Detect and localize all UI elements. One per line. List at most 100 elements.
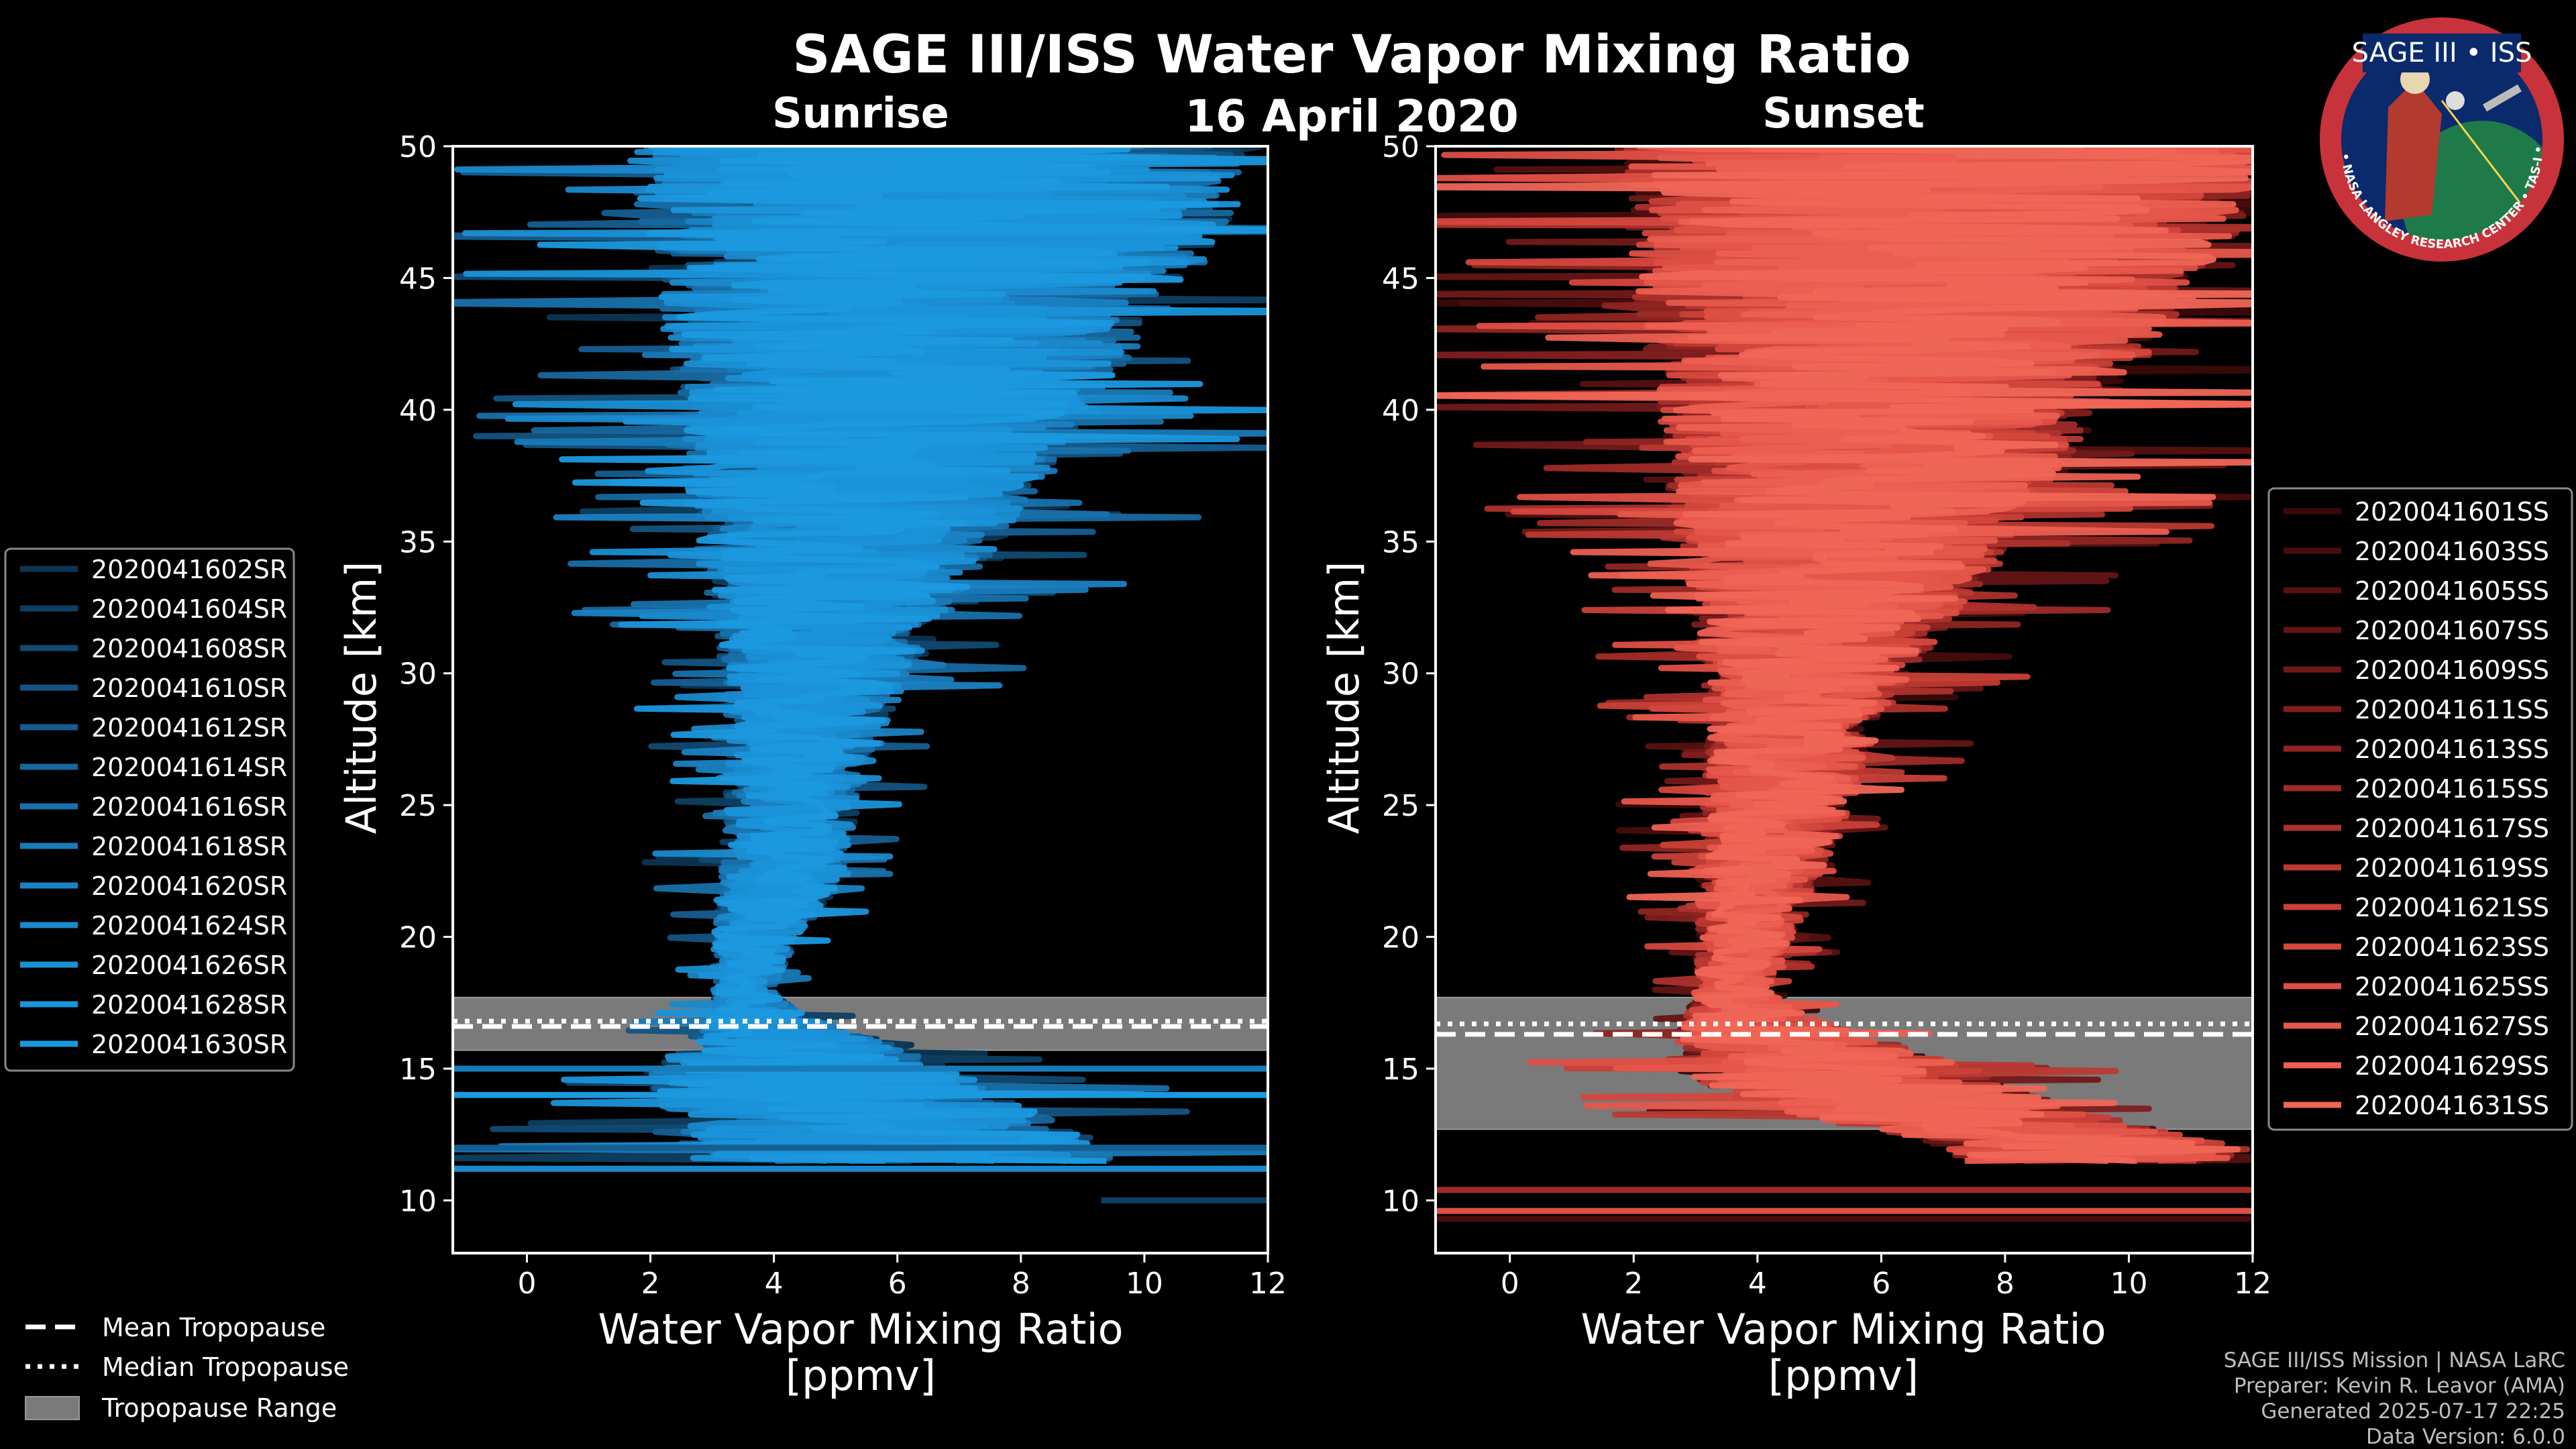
sunrise-legend-frame <box>4 547 295 1072</box>
sunset-ytick-label: 30 <box>1382 657 1419 692</box>
sunset-panel: Sunset Water Vapor Mixing Ratio [ppmv] A… <box>1320 89 2271 1400</box>
sunrise-legend-label: 2020041620SR <box>91 871 287 901</box>
sunset-ytick-label: 35 <box>1382 525 1419 559</box>
sunset-xlabel-line2: [ppmv] <box>1768 1351 1919 1400</box>
sunrise-panel-title: Sunrise <box>772 89 949 138</box>
sunrise-ylabel: Altitude [km] <box>337 561 386 835</box>
sunrise-xlabel-line2: [ppmv] <box>786 1351 936 1400</box>
sunrise-legend-label: 2020041614SR <box>91 753 287 782</box>
sunrise-xtick-label: 6 <box>888 1267 907 1301</box>
sunrise-legend-label: 2020041618SR <box>91 832 287 861</box>
sunrise-legend-label: 2020041630SR <box>91 1030 287 1059</box>
sunrise-legend-label: 2020041602SR <box>91 555 287 584</box>
logo-artwork <box>2385 64 2542 240</box>
sunset-legend-label: 2020041627SS <box>2355 1012 2549 1041</box>
logo-name: SAGE III • ISS <box>2352 38 2532 68</box>
sunrise-legend-label: 2020041610SR <box>91 674 287 703</box>
median-tropopause-legend-label: Median Tropopause <box>102 1352 349 1382</box>
logo-earth-icon <box>2402 121 2542 240</box>
sunset-legend-label: 2020041607SS <box>2355 616 2549 645</box>
sunset-legend-label: 2020041625SS <box>2355 972 2549 1002</box>
sunrise-xtick-label: 10 <box>1126 1267 1163 1301</box>
tropopause-legend: Mean Tropopause Median Tropopause Tropop… <box>25 1313 349 1423</box>
mean-tropopause-legend-label: Mean Tropopause <box>102 1313 325 1342</box>
sunset-ytick-label: 40 <box>1382 394 1419 428</box>
credit-preparer: Preparer: Kevin R. Leavor (AMA) <box>2234 1374 2565 1398</box>
sunset-legend-label: 2020041621SS <box>2355 893 2549 922</box>
sunset-xlabel-line1: Water Vapor Mixing Ratio <box>1580 1305 2106 1354</box>
figure-subtitle: 16 April 2020 <box>1185 91 1519 142</box>
credit-version: Data Version: 6.0.0 <box>2366 1425 2565 1449</box>
sunset-series-legend: 2020041601SS 2020041603SS 2020041605SS 2020… <box>2267 487 2573 1131</box>
logo-moon-icon <box>2446 91 2465 110</box>
sunrise-legend-label: 2020041616SR <box>91 792 287 822</box>
credit-generated: Generated 2025-07-17 22:25 <box>2261 1399 2565 1424</box>
sunset-ytick-label: 20 <box>1382 921 1419 955</box>
sunrise-series-group <box>453 146 1268 1203</box>
sunset-series-line-2020041631SS <box>1436 146 2253 1164</box>
sunset-legend-label: 2020041609SS <box>2355 655 2549 685</box>
sunrise-xtick-label: 8 <box>1012 1267 1030 1301</box>
sunset-legend-label: 2020041603SS <box>2355 537 2549 566</box>
sunset-legend-label: 2020041623SS <box>2355 932 2549 962</box>
sunset-ytick-label: 50 <box>1382 130 1419 164</box>
sunrise-legend-label: 2020041624SR <box>91 911 287 941</box>
logo-figure-icon <box>2385 80 2442 221</box>
sunrise-ytick-label: 10 <box>399 1184 437 1218</box>
sunset-xtick-label: 4 <box>1748 1267 1767 1301</box>
sunset-xtick-label: 2 <box>1624 1267 1643 1301</box>
credits-block: SAGE III/ISS Mission | NASA LaRC Prepare… <box>2224 1348 2565 1449</box>
sunrise-ytick-label: 40 <box>399 394 437 428</box>
sunset-ytick-label: 25 <box>1382 789 1419 823</box>
sunrise-panel: Sunrise Water Vapor Mixing Ratio [ppmv] … <box>337 89 1287 1400</box>
sunrise-legend-label: 2020041612SR <box>91 713 287 743</box>
sunrise-plot-frame <box>451 145 1269 1254</box>
sunset-xtick-label: 8 <box>1996 1267 2015 1301</box>
tropopause-range-legend-swatch <box>25 1396 80 1420</box>
sunrise-legend-label: 2020041604SR <box>91 594 287 624</box>
sunset-legend-label: 2020041611SS <box>2355 695 2549 724</box>
sunset-legend-label: 2020041631SS <box>2355 1091 2549 1120</box>
sunset-xtick-label: 6 <box>1872 1267 1890 1301</box>
sunrise-ytick-label: 25 <box>399 789 437 823</box>
sunset-ylabel: Altitude [km] <box>1320 561 1368 835</box>
logo-station-icon <box>2483 84 2522 112</box>
sunset-legend-label: 2020041629SS <box>2355 1051 2549 1081</box>
sunset-ytick-label: 45 <box>1382 262 1419 296</box>
sunrise-legend-label: 2020041628SR <box>91 990 287 1020</box>
sunrise-series-line-2020041630SR <box>537 146 1268 1164</box>
sunrise-xlabel-line1: Water Vapor Mixing Ratio <box>598 1305 1123 1354</box>
sunset-legend-label: 2020041619SS <box>2355 853 2549 883</box>
sunrise-ytick-label: 50 <box>399 130 437 164</box>
sunrise-xtick-label: 2 <box>641 1267 660 1301</box>
credit-mission: SAGE III/ISS Mission | NASA LaRC <box>2224 1348 2565 1373</box>
sunrise-series-legend: 2020041602SR 2020041604SR 2020041608SR 2020… <box>4 547 295 1072</box>
sunset-xtick-label: 10 <box>2110 1267 2147 1301</box>
sunset-plot-frame <box>1434 145 2254 1254</box>
sunrise-ytick-label: 35 <box>399 525 437 559</box>
sunset-legend-label: 2020041613SS <box>2355 735 2549 764</box>
sunset-panel-title: Sunset <box>1762 89 1925 138</box>
sunset-legend-label: 2020041605SS <box>2355 576 2549 606</box>
sunset-legend-label: 2020041601SS <box>2355 497 2549 527</box>
sunrise-ytick-label: 15 <box>399 1053 437 1087</box>
sunset-legend-label: 2020041617SS <box>2355 814 2549 843</box>
sunset-series-group <box>1436 146 2253 1222</box>
sunset-ytick-label: 15 <box>1382 1053 1419 1087</box>
logo-banner <box>2363 34 2521 72</box>
sunrise-ytick-label: 45 <box>399 262 437 296</box>
sunrise-xtick-label: 4 <box>765 1267 784 1301</box>
sunset-legend-frame <box>2267 487 2573 1131</box>
sunset-xtick-label: 12 <box>2234 1267 2271 1301</box>
sunrise-legend-label: 2020041608SR <box>91 634 287 663</box>
sunrise-legend-label: 2020041626SR <box>91 951 287 980</box>
sunset-legend-label: 2020041615SS <box>2355 774 2549 804</box>
sunset-xtick-label: 0 <box>1501 1267 1519 1301</box>
sunrise-ytick-label: 30 <box>399 657 437 692</box>
tropopause-range-legend-label: Tropopause Range <box>101 1393 337 1423</box>
sunrise-xtick-label: 12 <box>1249 1267 1287 1301</box>
sunset-ytick-label: 10 <box>1382 1184 1419 1218</box>
figure-title: SAGE III/ISS Water Vapor Mixing Ratio <box>792 25 1911 85</box>
sunrise-xtick-label: 0 <box>517 1267 536 1301</box>
